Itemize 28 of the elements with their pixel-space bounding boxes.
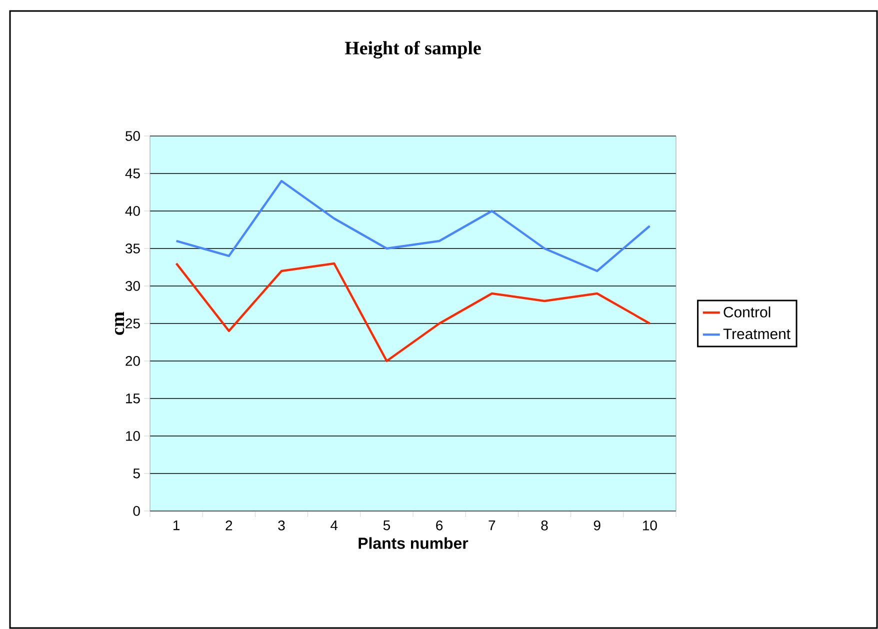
line-series bbox=[175, 180, 651, 272]
x-tick-label: 3 bbox=[278, 520, 285, 530]
legend-label: Treatment bbox=[723, 328, 790, 340]
line-series bbox=[175, 262, 651, 362]
x-tick-label: 6 bbox=[436, 520, 443, 530]
legend-label: Control bbox=[724, 306, 770, 318]
x-tick-label: 8 bbox=[541, 520, 548, 530]
chart-title: Height of sample bbox=[344, 40, 481, 58]
y-axis-title: cm bbox=[115, 312, 124, 335]
y-tick-label: 50 bbox=[126, 131, 140, 141]
x-tick-label: 7 bbox=[488, 520, 496, 530]
x-tick-label: 10 bbox=[643, 520, 657, 530]
x-tick-label: 2 bbox=[226, 520, 232, 530]
y-tick-label: 25 bbox=[126, 318, 140, 328]
x-axis-title: Plants number bbox=[358, 537, 468, 549]
y-tick-label: 10 bbox=[126, 431, 140, 441]
x-tick-label: 1 bbox=[173, 520, 180, 530]
x-tick-label: 4 bbox=[330, 520, 338, 530]
y-tick-label: 20 bbox=[126, 356, 140, 366]
y-tick-label: 15 bbox=[126, 394, 140, 404]
y-tick-label: 30 bbox=[126, 281, 140, 291]
y-tick-label: 35 bbox=[126, 244, 140, 254]
x-tick-label: 5 bbox=[383, 520, 390, 530]
x-tick-label: 9 bbox=[594, 520, 600, 530]
y-tick-label: 5 bbox=[133, 468, 140, 478]
y-tick-label: 0 bbox=[133, 506, 140, 516]
y-tick-label: 45 bbox=[125, 168, 140, 178]
y-tick-label: 40 bbox=[125, 206, 140, 216]
